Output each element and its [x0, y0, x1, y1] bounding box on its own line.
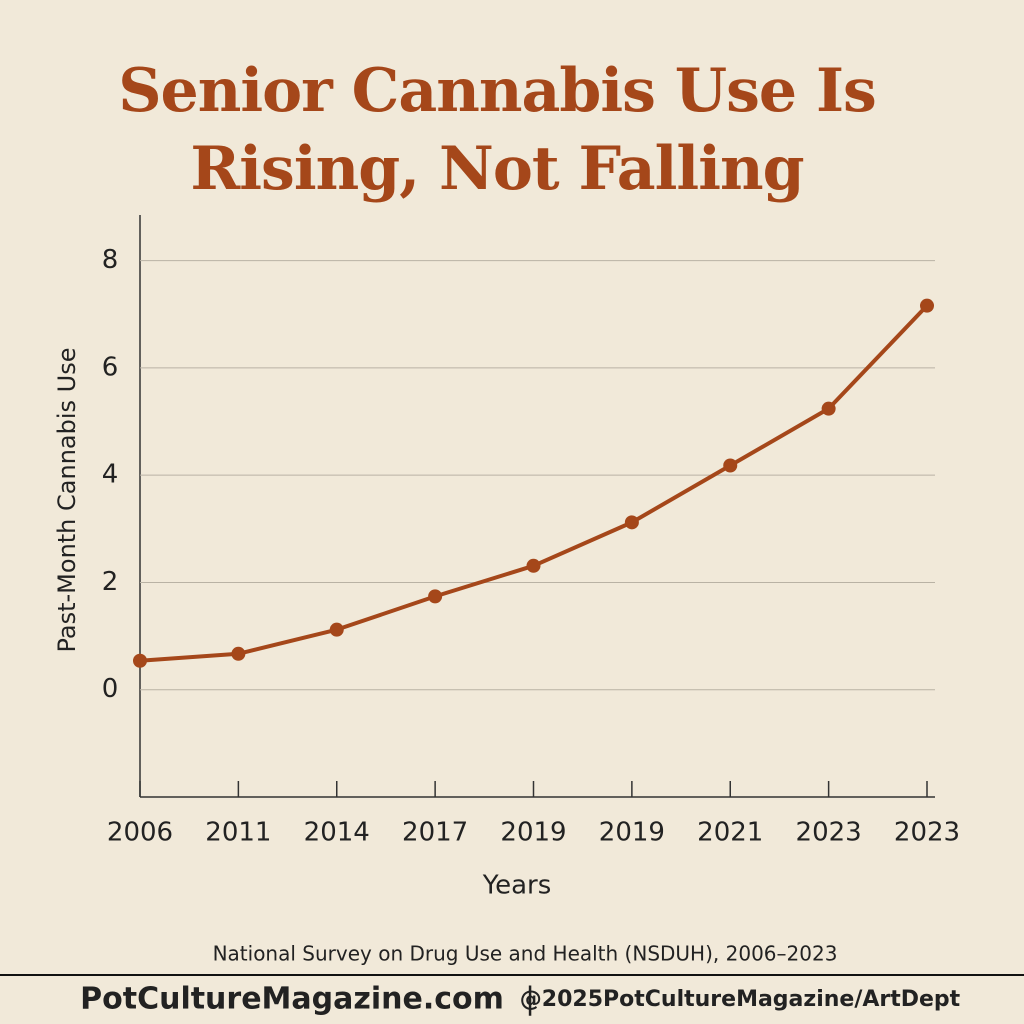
- x-tick-label: 2019: [500, 818, 566, 848]
- data-point: [231, 646, 246, 661]
- data-point: [428, 589, 443, 604]
- x-tick-label: 2023: [796, 818, 862, 848]
- data-point: [920, 298, 934, 313]
- data-line: [139, 304, 929, 663]
- x-tick-label: 2019: [599, 818, 665, 848]
- data-point: [624, 515, 639, 530]
- y-axis-label: Past-Month Cannabis Use: [53, 348, 81, 653]
- x-tick-label: 2011: [205, 818, 271, 848]
- chart-title: Senior Cannabis Use Is Rising, Not Falli…: [118, 56, 877, 204]
- y-tick-label: 2: [102, 567, 119, 597]
- x-tick-label: 2017: [402, 818, 468, 848]
- x-tick-label: 2014: [304, 818, 370, 848]
- source-note: National Survey on Drug Use and Health (…: [213, 942, 838, 966]
- x-tick-label: 2023: [894, 818, 960, 848]
- y-tick-label: 0: [102, 674, 119, 704]
- data-point: [526, 558, 541, 573]
- x-axis-label: Years: [482, 871, 552, 901]
- data-point: [329, 622, 344, 637]
- x-tick-label: 2021: [697, 818, 763, 848]
- data-point: [821, 401, 836, 416]
- data-point: [133, 653, 147, 668]
- y-tick-label: 8: [102, 245, 119, 275]
- footer-separator: |: [525, 982, 535, 1017]
- footer-credit: @2025PotCultureMagazine/ArtDept: [520, 987, 961, 1012]
- y-tick-label: 6: [102, 352, 119, 382]
- y-tick-label: 4: [102, 460, 119, 490]
- data-point: [723, 458, 738, 473]
- x-tick-label: 2006: [107, 818, 173, 848]
- footer-site: PotCultureMagazine.com: [80, 982, 504, 1017]
